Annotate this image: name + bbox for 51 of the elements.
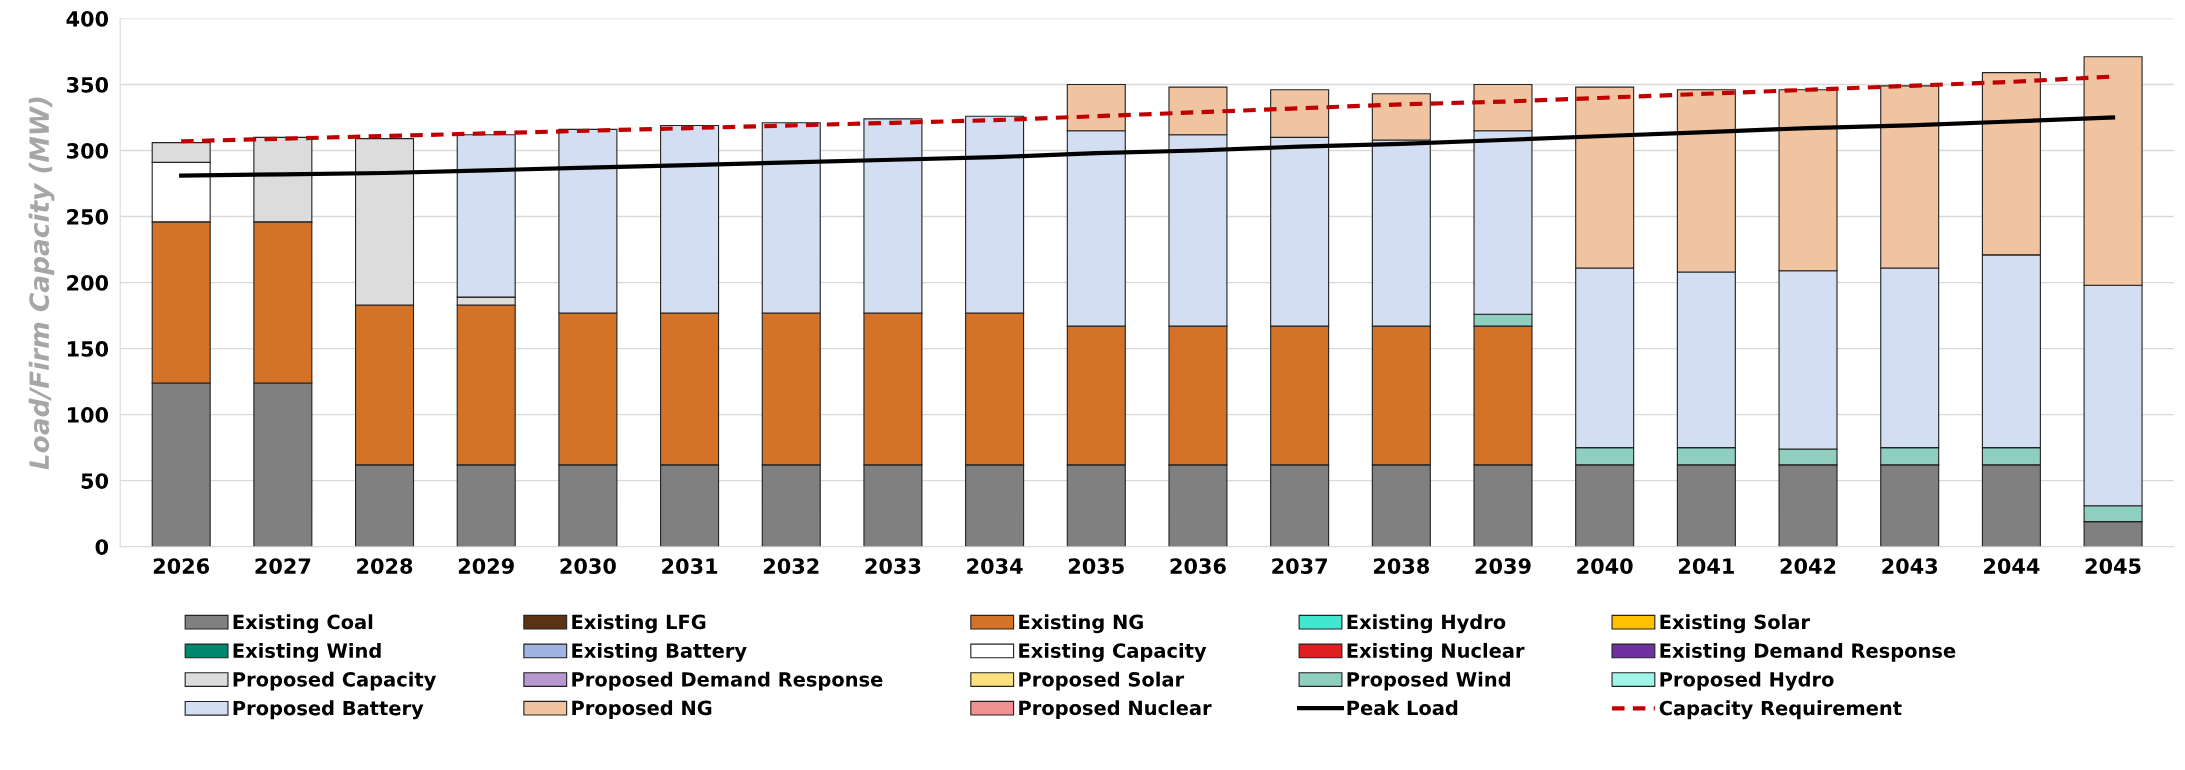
- y-tick-label: 100: [67, 407, 109, 423]
- legend-label: Existing Wind: [233, 642, 381, 662]
- x-tick-label: 2045: [2085, 558, 2141, 574]
- legend-label: Existing Capacity: [1019, 642, 1207, 662]
- x-tick-label: 2039: [1475, 558, 1531, 574]
- x-tick-label: 2043: [1882, 558, 1938, 574]
- legend-label: Existing NG: [1019, 614, 1143, 634]
- x-tick-label: 2031: [662, 558, 718, 574]
- legend-label: Existing Hydro: [1347, 614, 1506, 634]
- y-tick-label: 150: [67, 341, 109, 357]
- y-tick-label: 250: [67, 209, 109, 225]
- y-tick-label: 0: [95, 539, 109, 555]
- y-tick-label: 300: [66, 142, 109, 159]
- x-tick-label: 2040: [1577, 558, 1633, 574]
- x-tick-label: 2030: [560, 558, 616, 574]
- legend-label: Proposed NG: [572, 700, 712, 719]
- legend-label: Proposed Wind: [1347, 671, 1510, 691]
- legend-label: Existing Nuclear: [1347, 642, 1525, 662]
- legend-label: Capacity Requirement: [1659, 700, 1902, 720]
- x-tick-label: 2042: [1780, 558, 1836, 574]
- legend-label: Existing LFG: [572, 614, 706, 634]
- legend-label: Proposed Battery: [233, 700, 424, 720]
- legend-label: Existing Solar: [1660, 614, 1810, 634]
- x-tick-label: 2044: [1984, 558, 2040, 574]
- x-tick-label: 2037: [1272, 558, 1327, 574]
- y-tick-label: 350: [66, 76, 109, 93]
- legend-label: Proposed Hydro: [1660, 671, 1834, 691]
- x-tick-label: 2041: [1679, 558, 1734, 574]
- y-tick-label: 200: [67, 275, 109, 291]
- x-tick-label: 2038: [1373, 558, 1430, 574]
- x-tick-label: 2034: [967, 558, 1023, 574]
- legend-label: Existing Demand Response: [1660, 642, 1956, 662]
- x-tick-label: 2029: [458, 558, 514, 574]
- legend-label: Proposed Solar: [1019, 671, 1185, 691]
- legend-label: Proposed Capacity: [233, 671, 437, 691]
- x-tick-label: 2035: [1068, 558, 1124, 574]
- x-tick-label: 2032: [763, 558, 819, 574]
- x-tick-label: 2033: [865, 558, 921, 574]
- x-tick-label: 2036: [1170, 558, 1226, 574]
- legend-label: Proposed Demand Response: [572, 671, 883, 691]
- x-tick-label: 2028: [357, 558, 413, 574]
- line-series: [179, 115, 2116, 178]
- x-tick-label: 2027: [255, 558, 311, 574]
- y-tick-label: 400: [66, 10, 109, 27]
- legend-label: Peak Load: [1347, 700, 1458, 716]
- legend-label: Existing Coal: [233, 614, 373, 634]
- legend-label: Existing Battery: [572, 642, 747, 662]
- legend-label: Proposed Nuclear: [1019, 700, 1212, 719]
- x-tick-label: 2026: [153, 558, 210, 574]
- y-tick-label: 50: [81, 473, 109, 489]
- y-axis-title: Load/Firm Capacity (MW): [28, 97, 55, 470]
